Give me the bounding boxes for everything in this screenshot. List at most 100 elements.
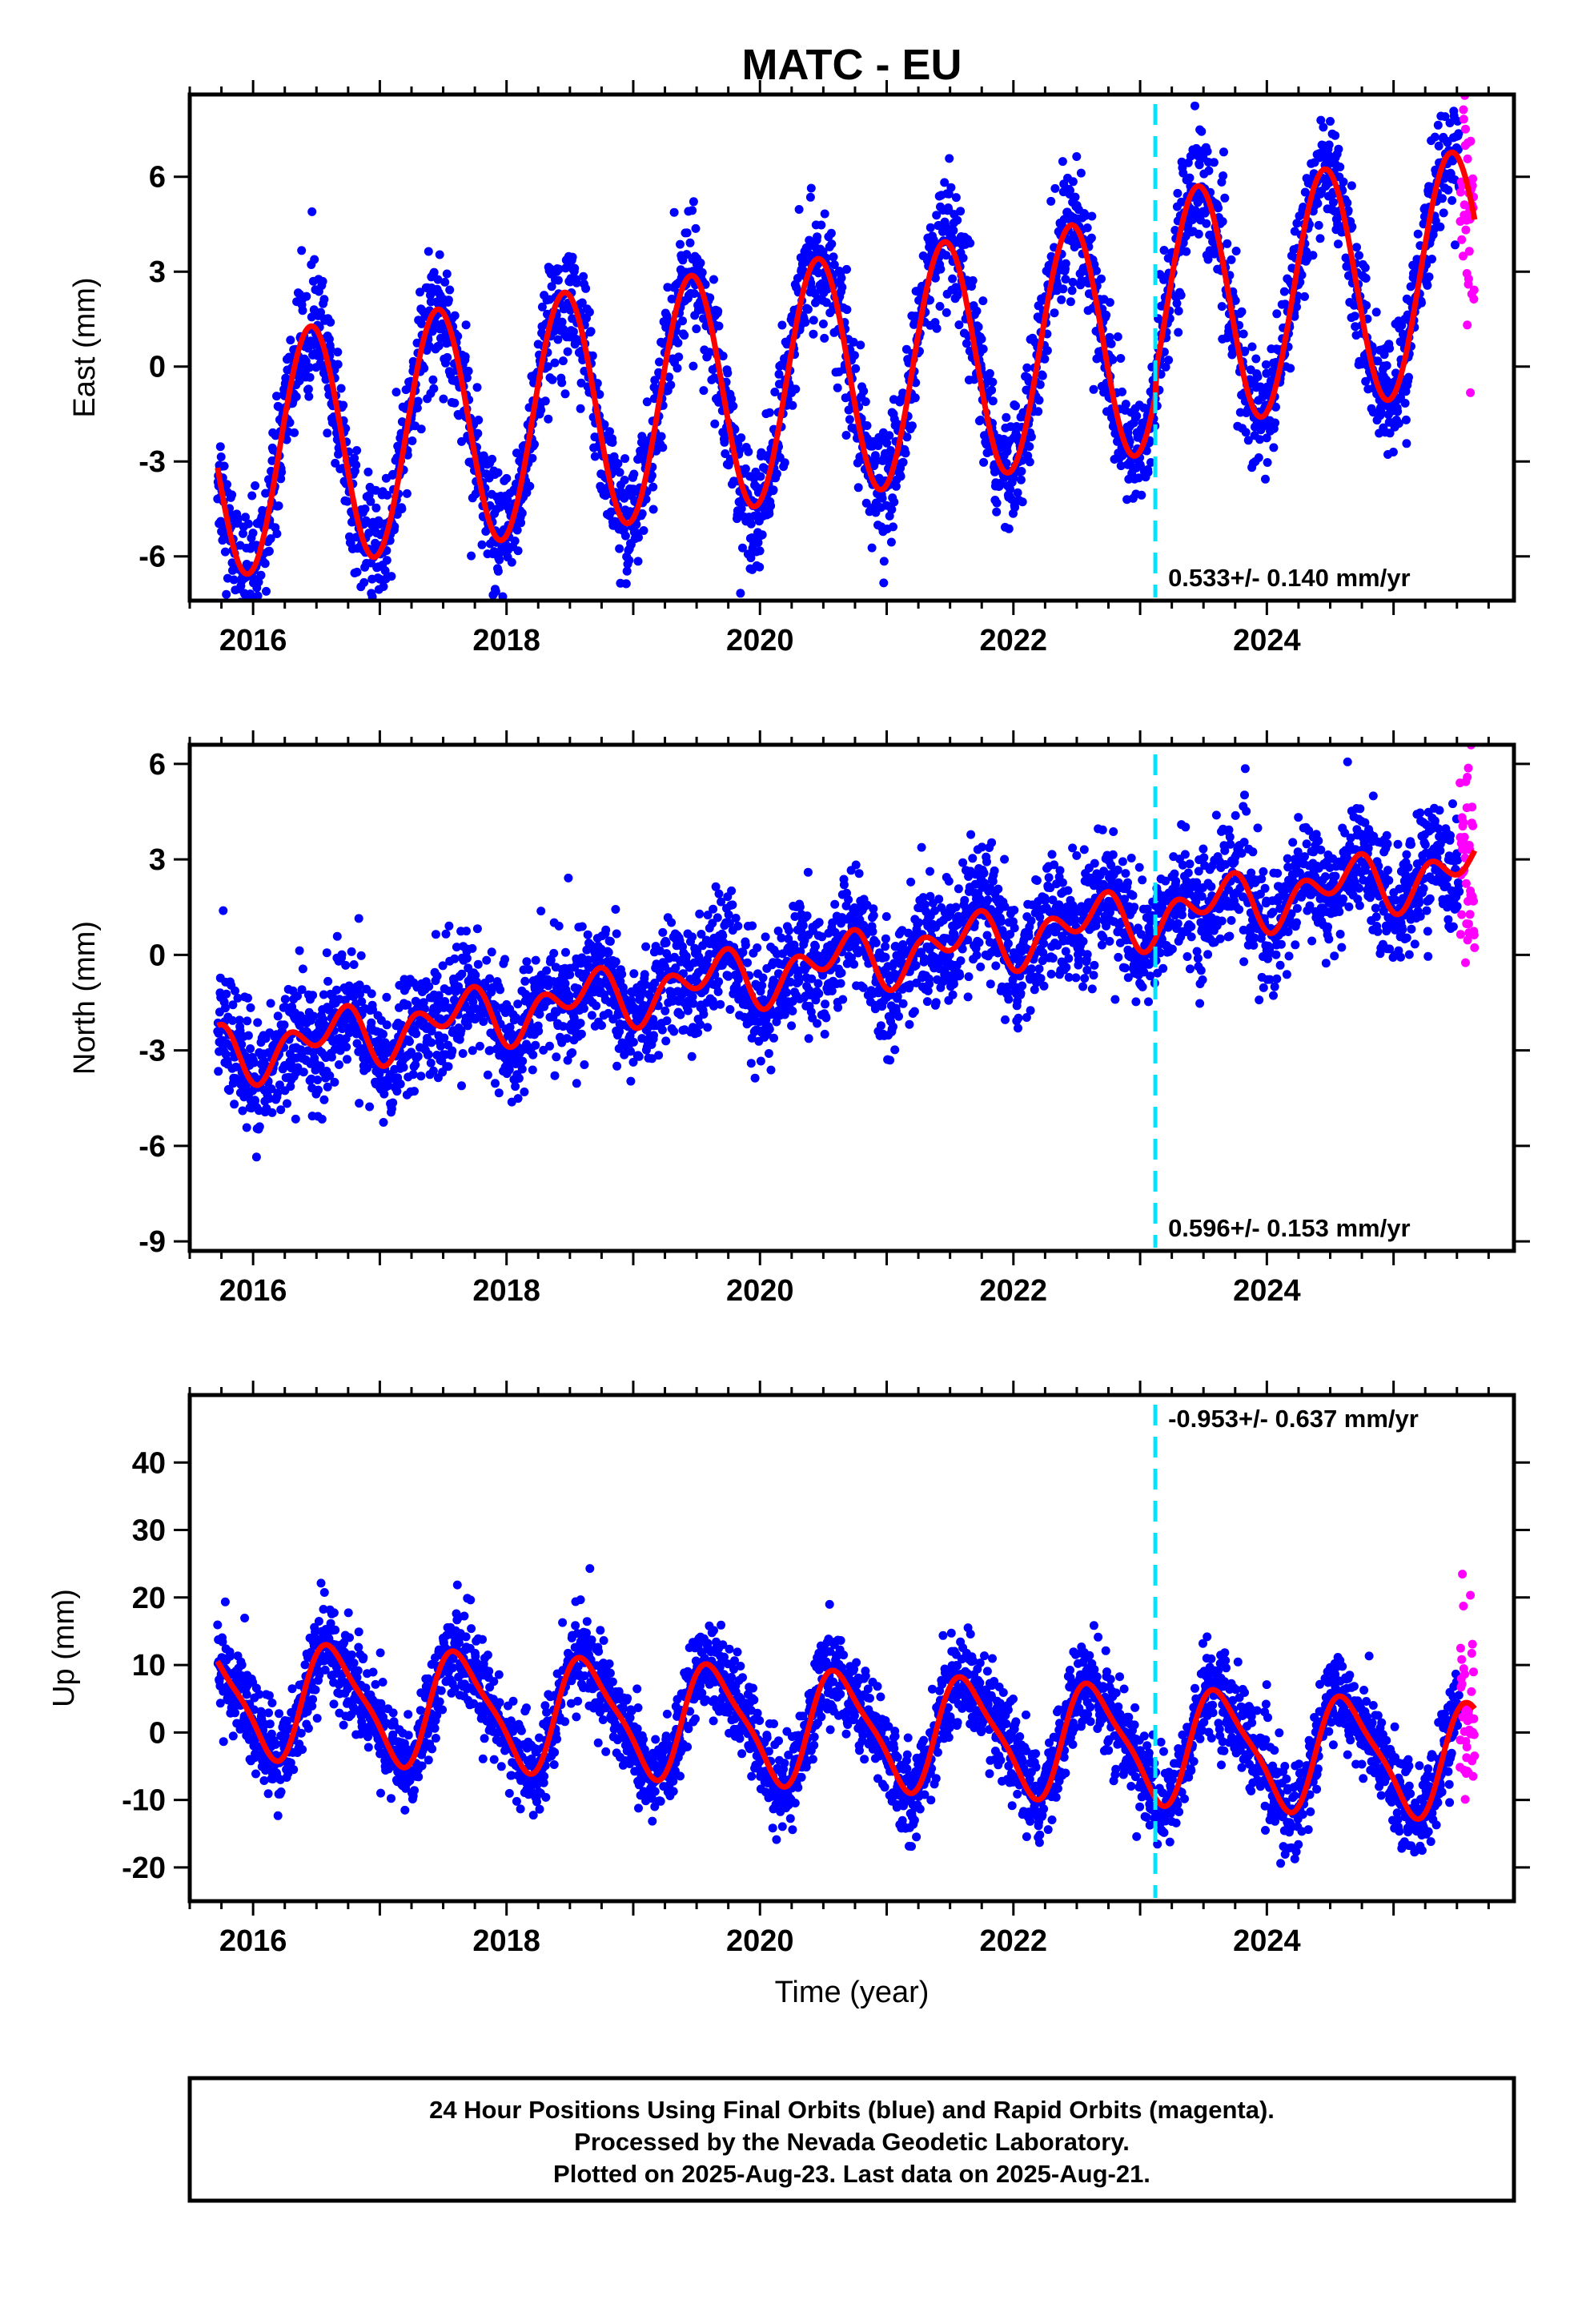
final-orbit-point bbox=[765, 509, 774, 518]
final-orbit-point bbox=[528, 453, 537, 463]
final-orbit-point bbox=[879, 578, 889, 588]
final-orbit-point bbox=[416, 424, 426, 434]
final-orbit-point bbox=[462, 373, 472, 383]
final-orbit-point bbox=[243, 1016, 252, 1026]
final-orbit-point bbox=[1360, 263, 1370, 272]
final-orbit-point bbox=[491, 1001, 500, 1011]
final-orbit-point bbox=[1435, 222, 1445, 231]
final-orbit-point bbox=[859, 386, 869, 396]
final-orbit-point bbox=[713, 307, 723, 316]
final-orbit-point bbox=[926, 296, 934, 305]
final-orbit-point bbox=[946, 183, 956, 192]
final-orbit-point bbox=[637, 509, 647, 518]
final-orbit-point bbox=[620, 476, 629, 485]
final-orbit-point bbox=[387, 572, 396, 581]
final-orbit-point bbox=[396, 1080, 405, 1089]
final-orbit-point bbox=[611, 957, 620, 967]
final-orbit-point bbox=[1297, 270, 1307, 279]
final-orbit-point bbox=[849, 337, 858, 347]
final-orbit-point bbox=[540, 396, 550, 406]
final-orbit-point bbox=[424, 247, 433, 256]
final-orbit-point bbox=[544, 414, 553, 424]
final-orbit-point bbox=[1438, 194, 1447, 203]
final-orbit-point bbox=[693, 1028, 703, 1037]
final-orbit-point bbox=[626, 1047, 635, 1056]
velocity-rate-label: 0.533+/- 0.140 mm/yr bbox=[1168, 564, 1410, 592]
final-orbit-point bbox=[954, 320, 964, 330]
final-orbit-point bbox=[481, 982, 491, 991]
final-orbit-point bbox=[805, 192, 815, 202]
final-orbit-point bbox=[1255, 435, 1265, 444]
final-orbit-point bbox=[273, 1088, 283, 1098]
final-orbit-point bbox=[640, 980, 650, 989]
final-orbit-point bbox=[705, 348, 714, 357]
final-orbit-point bbox=[440, 1033, 449, 1043]
final-orbit-point bbox=[1209, 158, 1219, 167]
final-orbit-point bbox=[1454, 129, 1464, 139]
final-orbit-point bbox=[267, 1108, 277, 1117]
final-orbit-point bbox=[363, 1063, 372, 1073]
final-orbit-point bbox=[537, 302, 547, 312]
final-orbit-point bbox=[1214, 203, 1223, 213]
final-orbit-point bbox=[319, 1095, 329, 1104]
final-orbit-point bbox=[777, 320, 787, 330]
final-orbit-point bbox=[416, 287, 424, 297]
final-orbit-point bbox=[641, 942, 651, 951]
final-orbit-point bbox=[632, 520, 641, 529]
final-orbit-point bbox=[1219, 147, 1228, 157]
final-orbit-point bbox=[510, 537, 520, 545]
final-orbit-point bbox=[656, 432, 666, 441]
final-orbit-point bbox=[785, 977, 795, 987]
final-orbit-point bbox=[891, 481, 901, 491]
final-orbit-point bbox=[295, 946, 304, 955]
final-orbit-point bbox=[246, 1003, 255, 1012]
final-orbit-point bbox=[405, 1037, 414, 1047]
final-orbit-point bbox=[1068, 177, 1078, 187]
final-orbit-point bbox=[568, 1048, 577, 1057]
final-orbit-point bbox=[525, 481, 535, 491]
final-orbit-point bbox=[682, 228, 692, 238]
final-orbit-point bbox=[450, 954, 460, 963]
final-orbit-point bbox=[216, 452, 226, 461]
final-orbit-point bbox=[1202, 219, 1211, 228]
final-orbit-point bbox=[408, 436, 417, 445]
final-orbit-point bbox=[1159, 246, 1169, 255]
final-orbit-point bbox=[336, 384, 346, 393]
final-orbit-point bbox=[444, 296, 453, 305]
final-orbit-point bbox=[1113, 332, 1122, 341]
final-orbit-point bbox=[531, 1040, 540, 1050]
final-orbit-point bbox=[379, 1118, 388, 1127]
final-orbit-point bbox=[283, 1099, 291, 1108]
final-orbit-point bbox=[962, 339, 971, 348]
final-orbit-point bbox=[1237, 307, 1247, 316]
final-orbit-point bbox=[649, 1031, 658, 1040]
final-orbit-point bbox=[1300, 292, 1309, 301]
final-orbit-point bbox=[314, 1085, 323, 1095]
final-orbit-point bbox=[1009, 473, 1018, 483]
final-orbit-point bbox=[243, 1031, 253, 1040]
final-orbit-point bbox=[755, 546, 765, 556]
final-orbit-point bbox=[327, 1052, 336, 1062]
final-orbit-point bbox=[1434, 141, 1443, 151]
final-orbit-point bbox=[647, 471, 656, 480]
final-orbit-point bbox=[724, 971, 733, 981]
final-orbit-point bbox=[1413, 229, 1423, 239]
final-orbit-point bbox=[727, 394, 737, 404]
final-orbit-point bbox=[1326, 117, 1335, 126]
final-orbit-point bbox=[639, 526, 648, 535]
final-orbit-point bbox=[332, 985, 341, 995]
final-orbit-point bbox=[592, 379, 602, 388]
final-orbit-point bbox=[753, 538, 763, 547]
final-orbit-point bbox=[1026, 432, 1036, 441]
final-orbit-point bbox=[392, 1087, 402, 1096]
final-orbit-point bbox=[343, 497, 352, 506]
final-orbit-point bbox=[215, 442, 225, 452]
final-orbit-point bbox=[761, 932, 770, 942]
final-orbit-point bbox=[355, 990, 364, 999]
final-orbit-point bbox=[264, 1094, 274, 1104]
rapid-orbit-point bbox=[1459, 115, 1468, 124]
final-orbit-point bbox=[487, 947, 496, 957]
final-orbit-point bbox=[624, 556, 634, 565]
final-orbit-point bbox=[1253, 372, 1263, 381]
final-orbit-point bbox=[438, 961, 448, 971]
